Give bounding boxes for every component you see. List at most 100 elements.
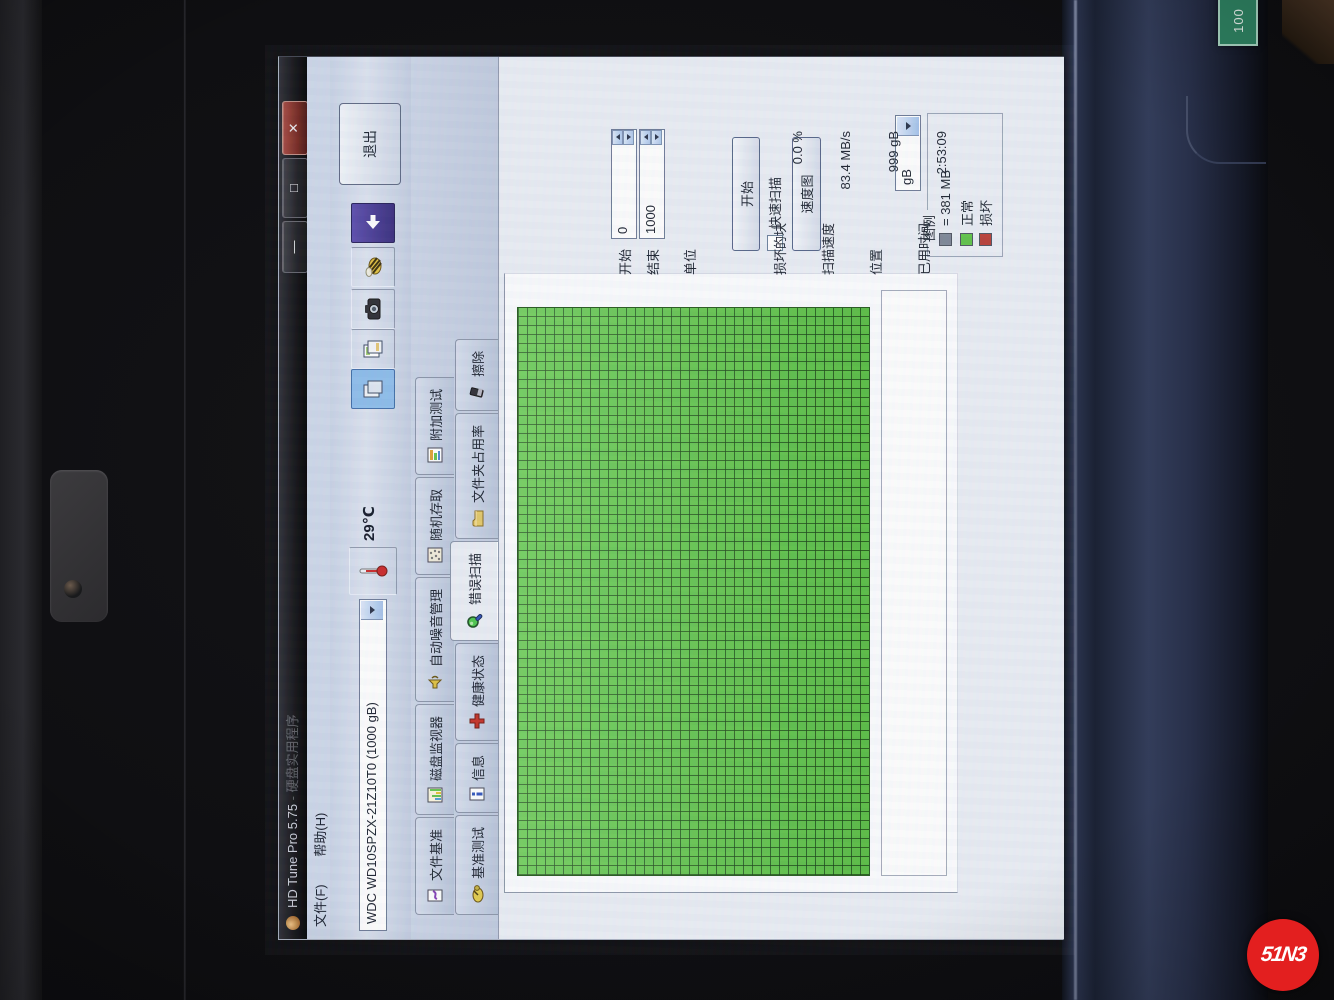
tab-label: 附加测试 <box>428 388 444 441</box>
legend-swatch-green <box>960 233 973 246</box>
tab-row-top: 文件基准 磁盘监视器 自动噪音管理 随机存取 <box>414 375 454 915</box>
temperature-button[interactable] <box>349 547 397 595</box>
tab-benchmark[interactable]: 基准测试 <box>455 814 498 915</box>
camera-button[interactable] <box>351 289 395 329</box>
error-scan-page: 开始 快速扫描 速度图 开始 0 结束 1000 单位 gB <box>498 57 1064 939</box>
tab-label: 随机存取 <box>428 488 444 541</box>
drive-selector-arrow[interactable] <box>361 601 383 620</box>
tab-info[interactable]: 信息 <box>455 742 498 813</box>
titlebar[interactable]: HD Tune Pro 5.75 - 硬盘实用程序 — □ ✕ <box>279 57 308 939</box>
start-field[interactable]: 0 <box>611 129 637 239</box>
tab-aam[interactable]: 自动噪音管理 <box>415 576 454 702</box>
tab-random-access[interactable]: 随机存取 <box>415 476 454 575</box>
tab-file-benchmark[interactable]: 文件基准 <box>415 816 454 915</box>
legend-item-normal: 正常 <box>957 200 976 246</box>
stat-elapsed-value: 2:53:09 <box>934 131 949 175</box>
tab-error-scan-active[interactable]: 错误扫描 <box>450 540 498 641</box>
unit-field-label: 单位 <box>683 248 698 275</box>
stat-damaged-label: 损坏的块 <box>773 222 788 275</box>
camera-icon <box>365 298 381 320</box>
extra-tests-icon <box>427 447 443 463</box>
tab-label: 擦除 <box>470 350 486 377</box>
spin-down-icon[interactable] <box>623 130 634 145</box>
spin-up-icon[interactable] <box>640 130 651 145</box>
toolbar: WDC WD10SPZX-21Z10T0 (1000 gB) 29℃ <box>330 57 411 939</box>
close-icon: ✕ <box>286 122 301 134</box>
tab-extra-tests[interactable]: 附加测试 <box>415 376 454 475</box>
close-button[interactable]: ✕ <box>282 101 308 155</box>
legend-label: 正常 <box>960 199 975 226</box>
tab-label: 文件夹占用率 <box>470 424 486 503</box>
menu-file[interactable]: 文件(F) <box>313 884 328 927</box>
stat-speed-value: 83.4 MB/s <box>838 131 853 190</box>
start-button[interactable]: 开始 <box>732 137 760 251</box>
app-icon <box>286 916 300 930</box>
drive-selector[interactable]: WDC WD10SPZX-21Z10T0 (1000 gB) <box>359 599 387 931</box>
temperature-value: 29℃ <box>361 506 378 541</box>
monitor-bezel-left <box>0 0 42 1000</box>
minimize-button[interactable]: — <box>282 221 308 273</box>
tab-folder-usage[interactable]: 文件夹占用率 <box>455 412 498 539</box>
speaker-icon <box>427 675 443 689</box>
window-title: HD Tune Pro 5.75 - 硬盘实用程序 <box>285 714 300 908</box>
desk-corner <box>1282 0 1334 64</box>
tab-health[interactable]: 健康状态 <box>455 642 498 741</box>
monitor-bezel-right <box>1062 0 1268 1000</box>
scan-panel <box>504 273 958 893</box>
bezel-highlight-line <box>1074 0 1077 1000</box>
stat-position-value: 999 gB <box>886 131 901 173</box>
start-spinner[interactable] <box>612 130 634 145</box>
tab-disk-monitor[interactable]: 磁盘监视器 <box>415 703 454 815</box>
pages-icon <box>363 340 383 358</box>
exit-button-label: 退出 <box>362 130 378 158</box>
start-field-value: 0 <box>615 226 630 234</box>
maximize-icon: □ <box>286 184 301 192</box>
thermometer-icon <box>359 565 388 577</box>
info-icon <box>469 787 485 801</box>
menu-help[interactable]: 帮助(H) <box>313 812 328 857</box>
maximize-button[interactable]: □ <box>282 158 308 218</box>
benchmark-icon <box>472 885 484 903</box>
copy-screenshot-button[interactable] <box>351 369 395 409</box>
dot-grid-icon <box>427 547 443 563</box>
pages-highlighted-icon <box>363 380 383 398</box>
tabbar: 文件基准 磁盘监视器 自动噪音管理 随机存取 <box>411 57 498 939</box>
wasp-button[interactable] <box>351 247 395 287</box>
legend-label: 损坏 <box>979 199 994 226</box>
file-benchmark-icon <box>427 889 442 902</box>
tab-label: 文件基准 <box>428 828 444 881</box>
watermark-text: 51N3 <box>1259 943 1307 966</box>
tab-label: 磁盘监视器 <box>428 715 444 781</box>
bezel-sticker-label: 100 <box>1230 7 1246 33</box>
tab-label: 基准测试 <box>470 826 486 879</box>
start-button-label: 开始 <box>739 181 755 208</box>
tab-label: 健康状态 <box>470 654 486 707</box>
folder-icon <box>472 510 483 527</box>
chevron-down-icon <box>905 122 911 130</box>
end-spinner[interactable] <box>640 130 662 145</box>
end-field-value: 1000 <box>643 205 658 234</box>
exit-arrow-button[interactable] <box>351 203 395 243</box>
menubar: 文件(F) 帮助(H) <box>307 57 331 939</box>
end-field[interactable]: 1000 <box>639 129 665 239</box>
minimize-icon: — <box>286 240 301 254</box>
spin-up-icon[interactable] <box>612 130 623 145</box>
end-field-label: 结束 <box>646 248 661 275</box>
start-field-label: 开始 <box>618 248 633 275</box>
save-screenshot-button[interactable] <box>351 329 395 369</box>
tab-row-bottom: 基准测试 信息 健康状态 错误扫描 <box>450 337 498 915</box>
quick-scan-label: 快速扫描 <box>768 176 783 229</box>
exit-button[interactable]: 退出 <box>339 103 401 185</box>
bezel-hinge-patch <box>50 470 108 622</box>
watermark-badge: 51N3 <box>1247 919 1319 991</box>
chevron-down-icon <box>369 606 375 614</box>
spin-down-icon[interactable] <box>651 130 662 145</box>
bezel-seam <box>183 0 186 1000</box>
tab-erase[interactable]: 擦除 <box>455 338 498 411</box>
stat-damaged-value: 0.0 % <box>790 131 805 165</box>
magnifier-icon <box>466 613 482 628</box>
arrow-left-icon <box>366 215 380 229</box>
tab-label: 信息 <box>470 754 486 781</box>
bezel-screw-hole <box>64 580 82 598</box>
